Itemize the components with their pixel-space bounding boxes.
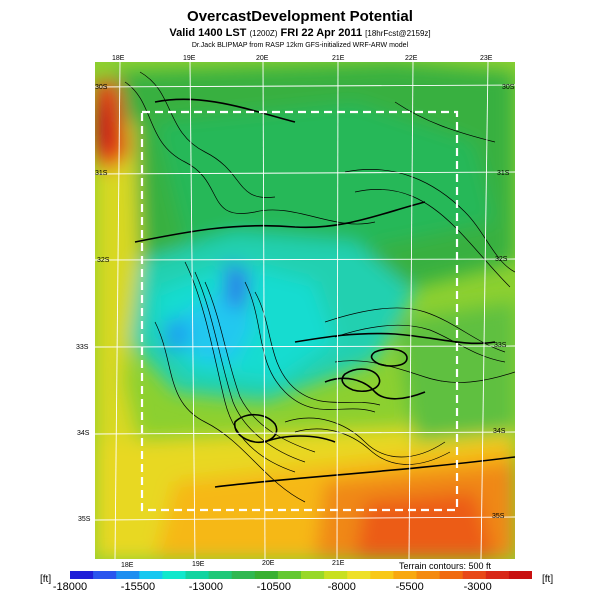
lon-label-top: 23E xyxy=(480,55,493,62)
colorbar-segment xyxy=(439,571,464,579)
lat-label-right: 33S xyxy=(494,342,507,349)
colorbar-segment xyxy=(93,571,117,579)
lat-label-right: 34S xyxy=(493,428,506,435)
utc-time: (1200Z) xyxy=(249,29,278,38)
colorbar-segment xyxy=(485,571,510,579)
lat-label-left: 32S xyxy=(97,257,110,264)
colorbar xyxy=(70,571,532,579)
colorbar-segment xyxy=(370,571,394,579)
chart-subtitle: Valid 1400 LST (1200Z) FRI 22 Apr 2011 [… xyxy=(0,27,600,39)
lon-label-top: 20E xyxy=(256,55,269,62)
colorbar-segment xyxy=(185,571,210,579)
lon-label-top: 22E xyxy=(405,55,418,62)
colorbar-segment xyxy=(70,571,94,579)
valid-time: Valid 1400 LST xyxy=(169,27,247,39)
lat-label-right: 35S xyxy=(492,513,505,520)
colorbar-label: -3000 xyxy=(463,581,492,593)
valid-date: FRI 22 Apr 2011 xyxy=(280,27,363,39)
lat-label-right: 31S xyxy=(497,170,510,177)
colorbar-label: -18000 xyxy=(52,581,88,593)
colorbar-segment xyxy=(116,571,140,579)
lon-label-top: 21E xyxy=(332,55,345,62)
colorbar-segment xyxy=(508,571,532,579)
lon-label-top: 18E xyxy=(112,55,125,62)
colorbar-segment xyxy=(324,571,348,579)
colorbar-segment xyxy=(393,571,417,579)
terrain-contours xyxy=(124,71,515,503)
colorbar-segment xyxy=(462,571,487,579)
colorbar-segment xyxy=(139,571,163,579)
terrain-contour-note: Terrain contours: 500 ft xyxy=(399,561,492,571)
subdomain-box xyxy=(140,110,459,512)
lat-label-right: 32S xyxy=(495,256,508,263)
colorbar-label: -5500 xyxy=(395,581,424,593)
lat-label-left: 34S xyxy=(77,430,90,437)
colorbar-label: -10500 xyxy=(256,581,291,593)
colorbar-label: -8000 xyxy=(327,581,356,593)
colorbar-segment xyxy=(254,571,279,579)
lat-label-left: 35S xyxy=(78,516,91,523)
lat-label-left: 31S xyxy=(95,170,108,177)
colorbar-segment xyxy=(277,571,302,579)
colorbar-segment xyxy=(301,571,325,579)
legend-unit-right: [ft] xyxy=(542,574,554,585)
colorbar-label: -13000 xyxy=(188,581,224,593)
colorbar-segment xyxy=(231,571,256,579)
graticule xyxy=(95,62,515,559)
forecast-map xyxy=(95,62,515,559)
colorbar-segment xyxy=(416,571,441,579)
forecast-info: [18hrFcst@2159z] xyxy=(365,29,431,38)
lon-label-bottom: 18E xyxy=(121,562,134,569)
lat-label-right: 30S xyxy=(502,84,515,91)
lat-label-left: 30S xyxy=(95,84,108,91)
lon-label-bottom: 21E xyxy=(332,560,345,567)
legend-unit-left: [ft] xyxy=(40,574,52,585)
colorbar-segment xyxy=(208,571,233,579)
heavy-contours xyxy=(134,98,515,488)
lon-label-bottom: 19E xyxy=(192,561,205,568)
lon-label-bottom: 20E xyxy=(262,560,275,567)
colorbar-label: -15500 xyxy=(120,581,156,593)
lat-label-left: 33S xyxy=(76,344,89,351)
chart-title: OvercastDevelopment Potential xyxy=(187,8,413,25)
model-credit: Dr.Jack BLIPMAP from RASP 12km GFS-initi… xyxy=(191,42,409,49)
colorbar-segment xyxy=(162,571,186,579)
colorbar-segment xyxy=(347,571,371,579)
lon-label-top: 19E xyxy=(183,55,196,62)
